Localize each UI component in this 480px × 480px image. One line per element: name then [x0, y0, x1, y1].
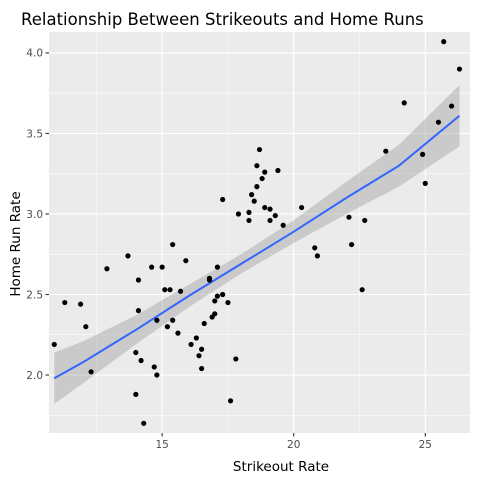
data-point [272, 212, 278, 219]
data-point [214, 264, 220, 270]
data-point [233, 356, 239, 362]
data-point [422, 180, 428, 186]
data-point [170, 317, 176, 323]
data-point [267, 217, 273, 224]
data-point [225, 299, 231, 306]
data-point [159, 264, 165, 270]
chart-title: Relationship Between Strikeouts and Home… [21, 10, 424, 29]
data-point [220, 196, 226, 203]
x-tick-label: 20 [287, 439, 300, 451]
data-point [227, 398, 234, 404]
y-axis: 2.0 2.5 3.0 3.5 4.0 [26, 48, 49, 382]
data-point [314, 253, 320, 259]
data-point [359, 287, 365, 293]
major-gridlines [49, 32, 470, 433]
data-point [149, 264, 155, 270]
data-point [362, 217, 368, 224]
y-tick-label: 2.5 [26, 289, 43, 301]
data-point [135, 277, 142, 283]
data-point [235, 211, 242, 217]
y-tick-label: 3.0 [26, 209, 43, 221]
confidence-band [54, 85, 460, 405]
data-point [441, 39, 447, 45]
x-tick-label: 15 [155, 439, 168, 451]
data-point [77, 301, 84, 307]
y-tick-label: 3.5 [26, 128, 43, 140]
data-point [188, 341, 194, 348]
data-point [251, 198, 257, 204]
data-point [175, 330, 181, 336]
data-points [51, 39, 463, 426]
data-point [214, 293, 220, 299]
data-point [435, 119, 442, 125]
data-point [135, 308, 142, 314]
data-point [183, 258, 189, 264]
data-point [254, 184, 260, 190]
data-point [249, 192, 255, 198]
data-point [167, 287, 173, 293]
y-tick-label: 4.0 [26, 48, 43, 60]
data-point [212, 298, 218, 304]
data-point [201, 320, 207, 327]
data-point [420, 151, 426, 157]
data-point [162, 287, 168, 293]
data-point [154, 372, 160, 378]
x-tick-label: 25 [419, 439, 432, 451]
data-point [199, 365, 205, 372]
data-point [133, 349, 139, 356]
data-point [401, 100, 407, 106]
data-point [383, 148, 389, 154]
data-point [164, 324, 171, 330]
data-point [448, 103, 455, 109]
data-point [104, 266, 110, 272]
data-point [193, 335, 199, 341]
y-axis-title: Home Run Rate [8, 191, 24, 296]
plot-panel [49, 32, 470, 433]
data-point [206, 275, 213, 281]
trend-line [53, 114, 461, 380]
data-point [151, 364, 157, 370]
data-point [138, 357, 144, 364]
data-point [456, 66, 463, 72]
data-point [346, 214, 352, 220]
data-point [254, 163, 260, 169]
data-point [83, 324, 89, 330]
data-point [262, 169, 268, 175]
data-point [312, 245, 318, 251]
data-point [177, 288, 184, 294]
data-point [280, 222, 286, 228]
data-point [196, 353, 202, 359]
data-point [256, 146, 263, 153]
data-point [199, 346, 205, 352]
data-point [212, 311, 218, 317]
minor-gridlines [49, 32, 470, 433]
data-point [62, 299, 68, 306]
data-point [246, 209, 252, 215]
data-point [125, 253, 131, 259]
data-point [299, 204, 305, 211]
x-axis: 15 20 25 [155, 433, 432, 451]
data-point [348, 241, 355, 248]
data-point [141, 420, 147, 426]
data-point [275, 167, 281, 174]
data-point [267, 206, 273, 212]
data-point [154, 317, 160, 323]
x-axis-title: Strikeout Rate [233, 459, 329, 475]
data-point [170, 241, 176, 248]
data-point [220, 291, 226, 298]
y-tick-label: 2.0 [26, 370, 43, 382]
data-point [262, 204, 268, 211]
data-point [259, 175, 265, 182]
data-point [88, 369, 94, 375]
data-point [246, 217, 252, 224]
data-point [51, 341, 57, 348]
data-point [133, 391, 139, 397]
